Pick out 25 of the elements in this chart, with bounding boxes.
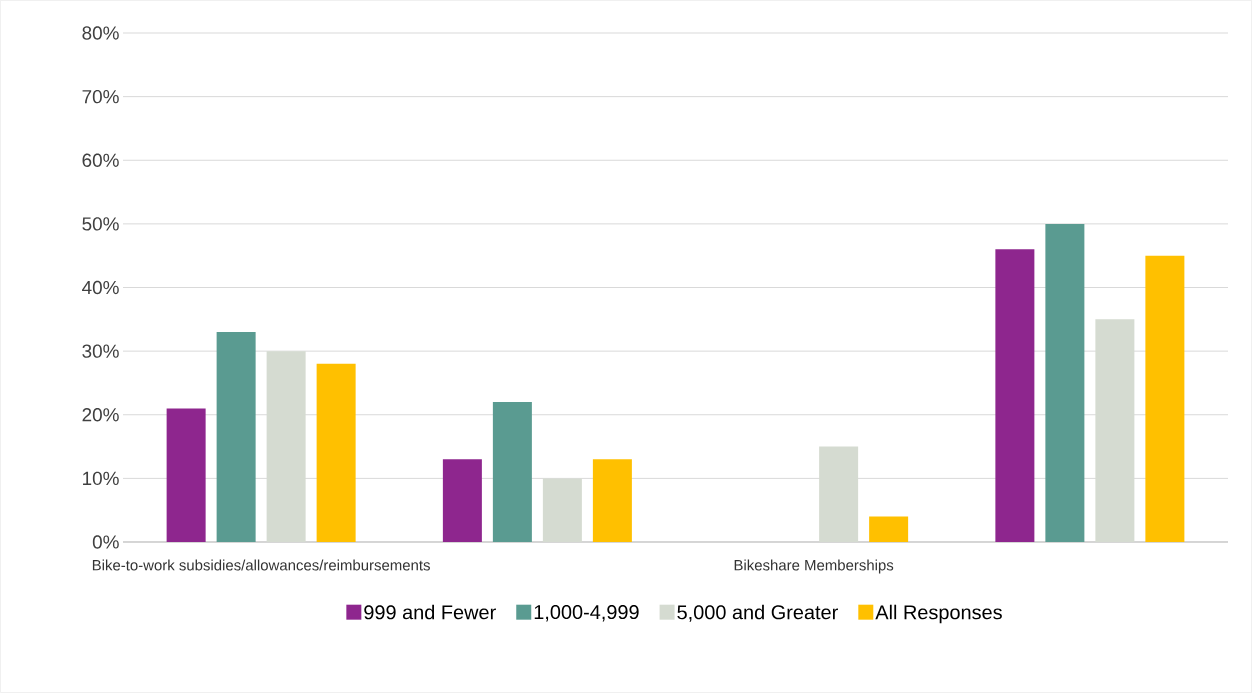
y-tick-label: 40% (82, 280, 119, 295)
y-tick-label: 20% (82, 408, 119, 422)
bar (995, 249, 1035, 542)
y-tick-label: 80% (82, 26, 119, 40)
y-tick-label: 10% (83, 471, 119, 486)
bar (592, 459, 632, 542)
legend-label: 1,000-4,999 (534, 604, 639, 622)
bar (869, 516, 909, 542)
y-tick-label: 60% (82, 153, 119, 167)
bar (216, 332, 256, 542)
bar (1145, 255, 1185, 542)
legend-label: 5,000 and Greater (677, 604, 838, 622)
bar (492, 402, 532, 542)
y-tick-label: 30% (82, 344, 119, 358)
legend-label: 999 and Fewer (364, 604, 496, 620)
bar (166, 408, 206, 542)
bar (316, 363, 356, 542)
y-tick-label: 70% (82, 89, 119, 104)
bar (1045, 223, 1085, 542)
x-tick-label: Bikeshare Memberships (734, 559, 894, 574)
bar (442, 459, 482, 542)
y-tick-label: 0% (92, 535, 119, 549)
legend-label: All Responses (875, 604, 1002, 624)
x-tick-label: Bike-to-work subsidies/allowances/reimbursements (92, 559, 430, 571)
y-tick-label: 50% (82, 217, 119, 231)
